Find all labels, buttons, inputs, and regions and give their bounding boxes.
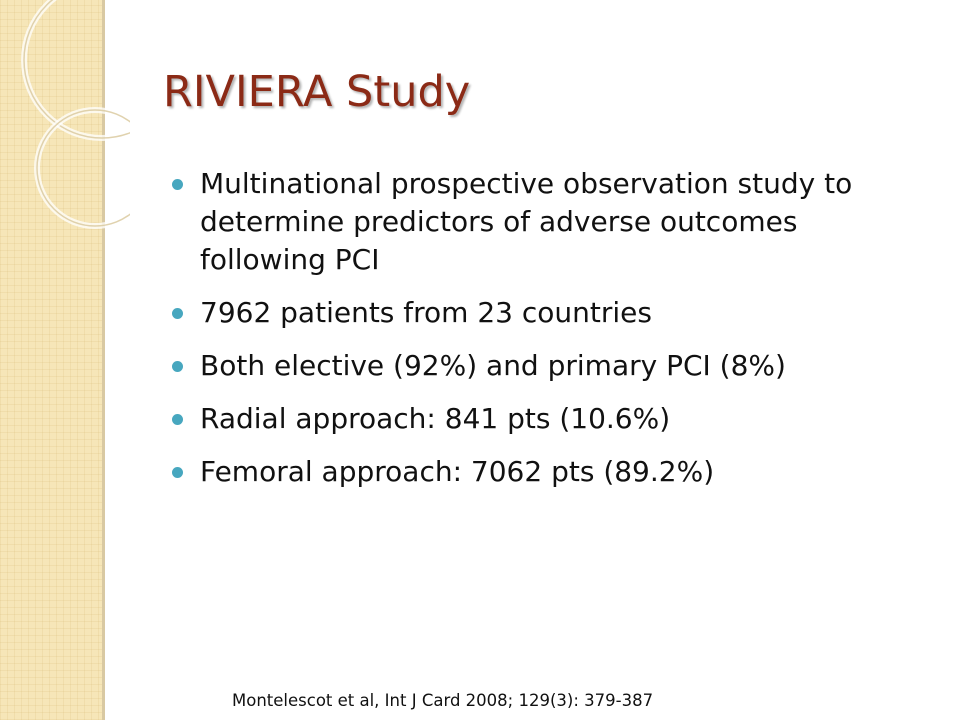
bullet-item: 7962 patients from 23 countries bbox=[172, 294, 932, 332]
bullet-dot-icon bbox=[172, 308, 183, 319]
bullet-item: Multinational prospective observation st… bbox=[172, 165, 932, 279]
bullet-item: Femoral approach: 7062 pts (89.2%) bbox=[172, 453, 932, 491]
bullet-text: 7962 patients from 23 countries bbox=[200, 296, 652, 329]
bullet-item: Radial approach: 841 pts (10.6%) bbox=[172, 400, 932, 438]
bullet-dot-icon bbox=[172, 361, 183, 372]
slide-title: RIVIERA Study bbox=[163, 67, 471, 117]
bullet-text: Femoral approach: 7062 pts (89.2%) bbox=[200, 455, 715, 488]
citation: Montelescot et al, Int J Card 2008; 129(… bbox=[232, 691, 654, 710]
bullet-dot-icon bbox=[172, 467, 183, 478]
bullet-dot-icon bbox=[172, 414, 183, 425]
bullet-text: Multinational prospective observation st… bbox=[200, 167, 853, 276]
bullet-dot-icon bbox=[172, 179, 183, 190]
bullet-text: Both elective (92%) and primary PCI (8%) bbox=[200, 349, 786, 382]
bullet-item: Both elective (92%) and primary PCI (8%) bbox=[172, 347, 932, 385]
bullet-list: Multinational prospective observation st… bbox=[172, 165, 932, 506]
bullet-text: Radial approach: 841 pts (10.6%) bbox=[200, 402, 671, 435]
decorative-rings bbox=[21, 0, 130, 229]
